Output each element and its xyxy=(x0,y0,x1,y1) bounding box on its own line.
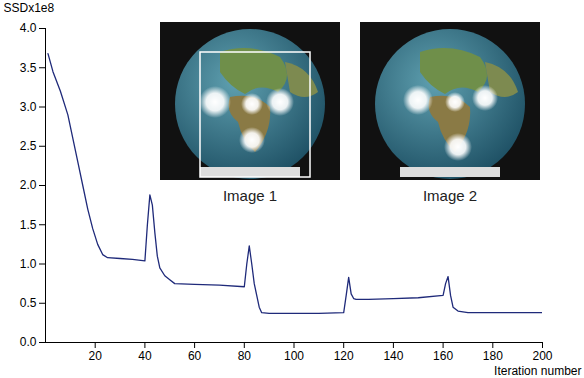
svg-text:160: 160 xyxy=(433,349,453,363)
html-text:Image 2: Image 2 xyxy=(422,187,478,204)
html-text:Image 1: Image 1 xyxy=(222,187,278,204)
svg-text:120: 120 xyxy=(334,349,354,363)
svg-text:80: 80 xyxy=(238,349,252,363)
svg-text:100: 100 xyxy=(284,349,304,363)
svg-text:180: 180 xyxy=(483,349,503,363)
svg-text:60: 60 xyxy=(188,349,202,363)
svg-text:SSDx1e8: SSDx1e8 xyxy=(4,1,55,15)
svg-text:40: 40 xyxy=(138,349,152,363)
svg-text:2.5: 2.5 xyxy=(20,139,37,153)
svg-text:4.0: 4.0 xyxy=(20,21,37,35)
svg-text:2.0: 2.0 xyxy=(20,178,37,192)
svg-text:3.5: 3.5 xyxy=(20,61,37,75)
svg-text:3.0: 3.0 xyxy=(20,100,37,114)
svg-text:0.5: 0.5 xyxy=(20,296,37,310)
svg-text:Iteration number: Iteration number xyxy=(494,364,581,378)
svg-text:1.5: 1.5 xyxy=(20,218,37,232)
svg-text:1.0: 1.0 xyxy=(20,257,37,271)
svg-text:0.0: 0.0 xyxy=(20,335,37,349)
svg-text:140: 140 xyxy=(383,349,403,363)
svg-text:200: 200 xyxy=(532,349,552,363)
svg-text:20: 20 xyxy=(89,349,103,363)
